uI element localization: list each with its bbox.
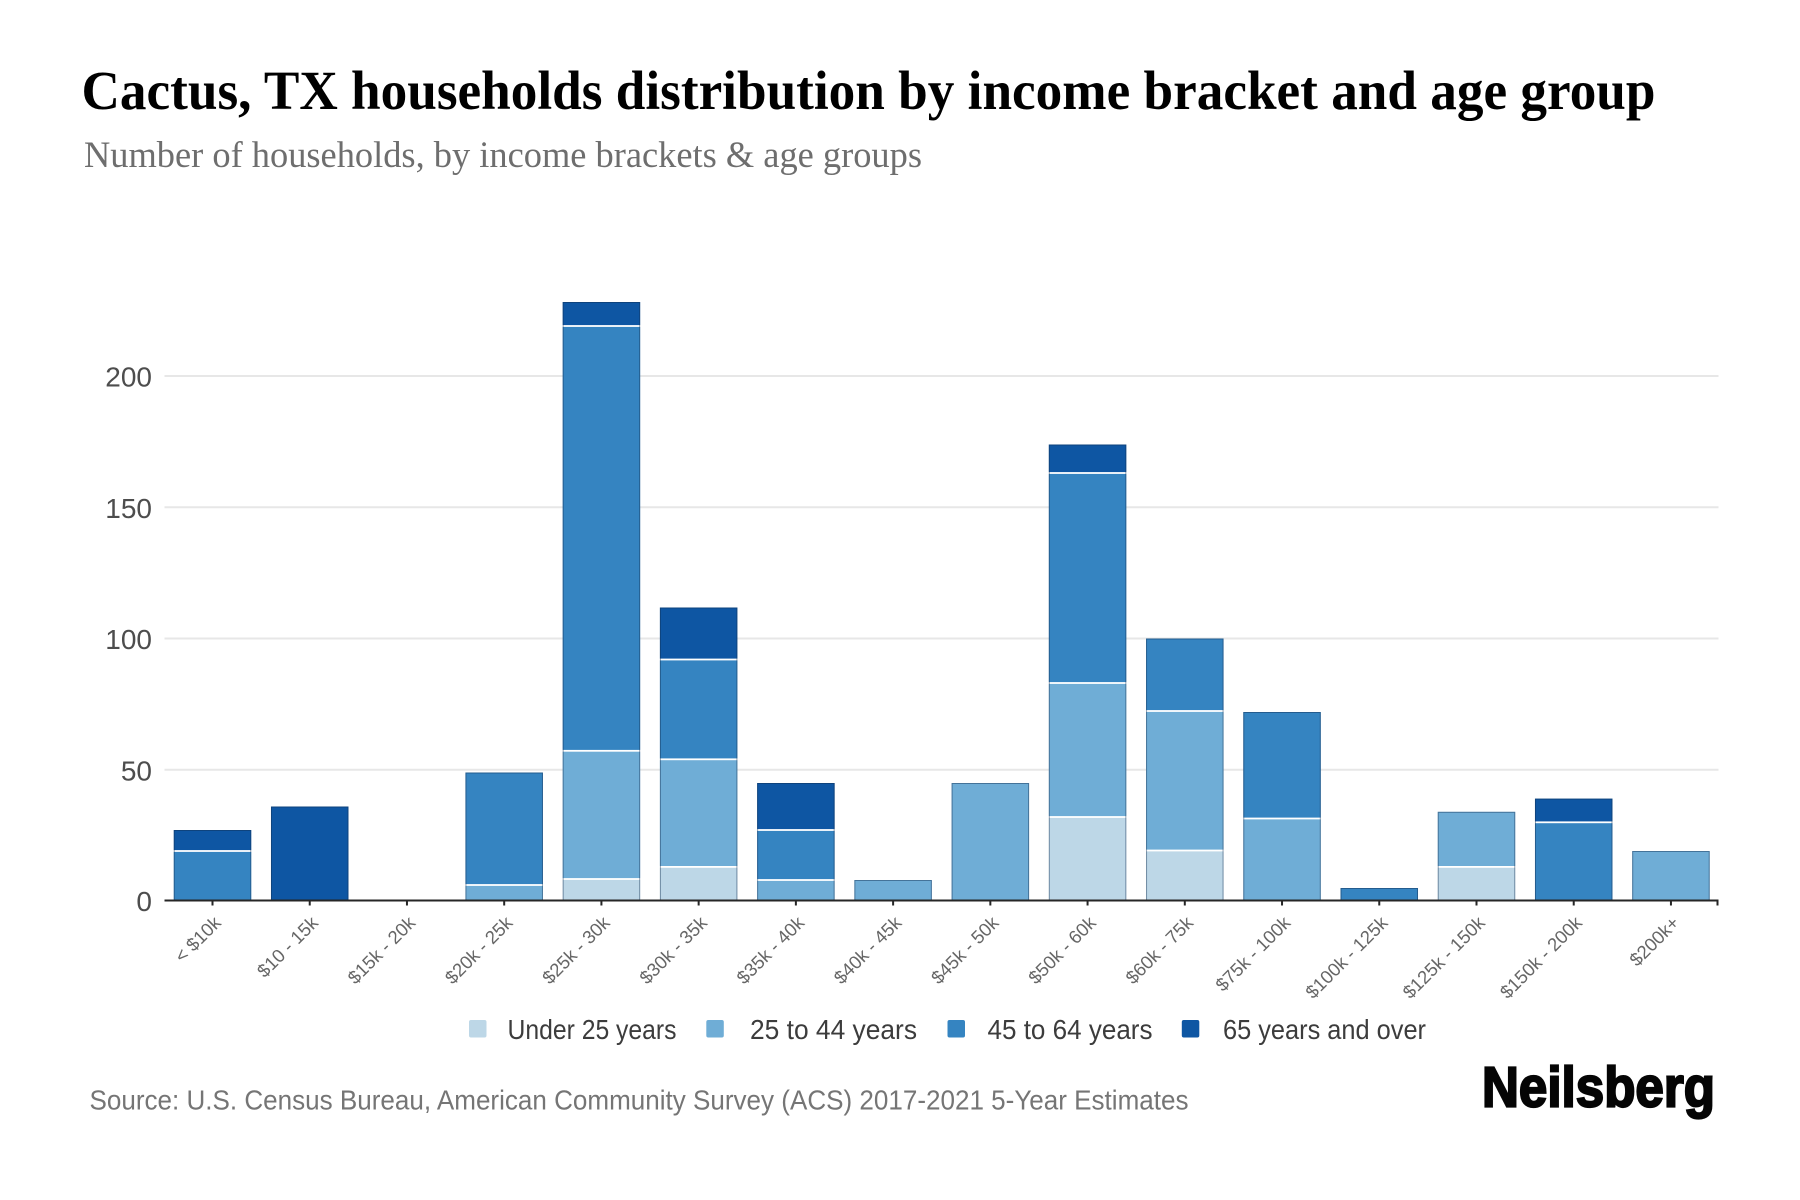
svg-text:Under 25 years: Under 25 years: [508, 1014, 677, 1045]
svg-text:Neilsberg: Neilsberg: [1482, 1056, 1715, 1119]
svg-text:Number of households, by incom: Number of households, by income brackets…: [84, 135, 922, 176]
svg-text:200: 200: [105, 362, 152, 393]
svg-text:0: 0: [136, 886, 152, 917]
svg-text:25 to 44 years: 25 to 44 years: [750, 1014, 917, 1045]
svg-text:Cactus, TX households distribu: Cactus, TX households distribution by in…: [82, 60, 1656, 121]
svg-text:50: 50: [121, 755, 152, 786]
svg-text:100: 100: [105, 624, 152, 655]
svg-text:65 years and over: 65 years and over: [1223, 1014, 1426, 1045]
svg-text:Source: U.S. Census Bureau, Am: Source: U.S. Census Bureau, American Com…: [90, 1085, 1189, 1116]
svg-text:150: 150: [105, 493, 152, 524]
svg-text:45 to 64 years: 45 to 64 years: [988, 1014, 1153, 1045]
